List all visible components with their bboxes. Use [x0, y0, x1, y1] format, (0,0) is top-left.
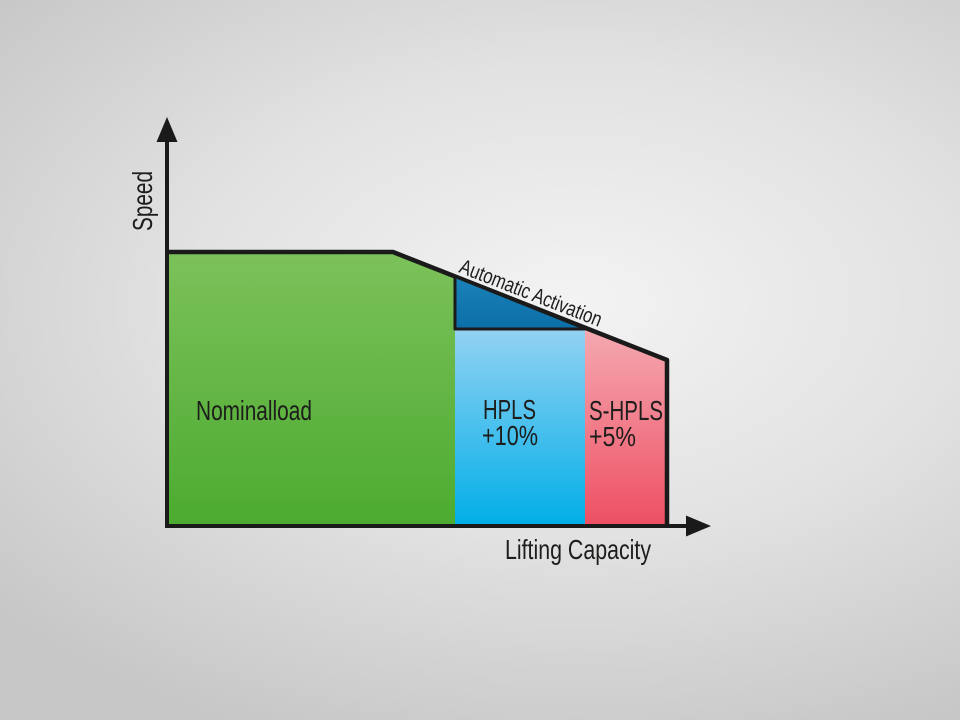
s-hpls-label: S-HPLS	[589, 395, 663, 426]
hpls-sublabel: +10%	[482, 420, 538, 451]
y-axis-arrow-icon	[156, 117, 178, 142]
automatic-activation-area	[453, 275, 588, 331]
hpls-area	[455, 329, 585, 526]
y-axis-label: Speed	[127, 171, 158, 231]
hpls-label: HPLS	[483, 394, 536, 425]
s-hpls-sublabel: +5%	[589, 421, 636, 452]
s-hpls-area	[585, 328, 667, 526]
x-axis-arrow-icon	[686, 515, 711, 537]
nominal-load-area	[167, 252, 455, 526]
nominal-load-label: Nominalload	[196, 395, 312, 426]
x-axis-label: Lifting Capacity	[505, 534, 651, 565]
